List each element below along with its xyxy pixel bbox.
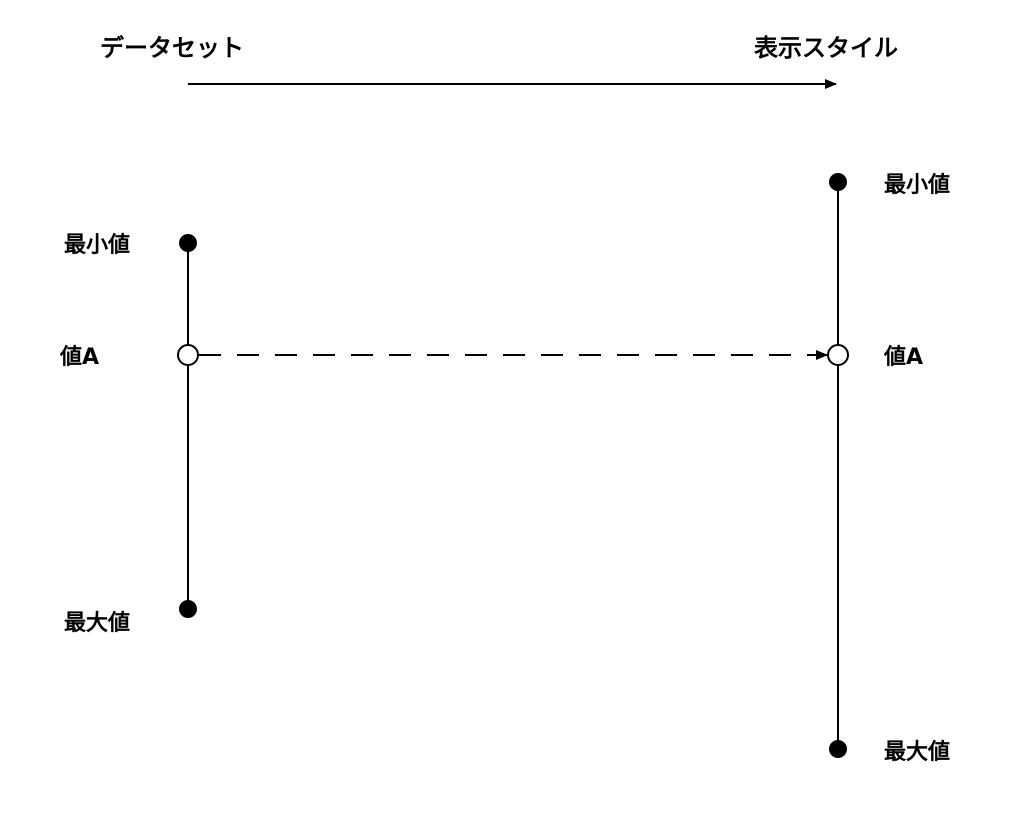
right-min-label: 最小値 [884, 173, 950, 198]
display-style-title: 表示スタイル [754, 34, 898, 62]
left-value-a-label: 値A [59, 345, 99, 370]
right-max-marker [829, 740, 847, 758]
right-min-marker [829, 173, 847, 191]
right-value-a-label: 値A [883, 345, 923, 370]
left-min-label: 最小値 [64, 233, 130, 258]
left-max-marker [179, 600, 197, 618]
dataset-title: データセット [100, 34, 244, 62]
left-max-label: 最大値 [64, 611, 130, 636]
left-min-marker [179, 234, 197, 252]
left-value-a-marker [177, 344, 199, 366]
right-max-label: 最大値 [884, 740, 950, 765]
right-value-a-marker [827, 344, 849, 366]
